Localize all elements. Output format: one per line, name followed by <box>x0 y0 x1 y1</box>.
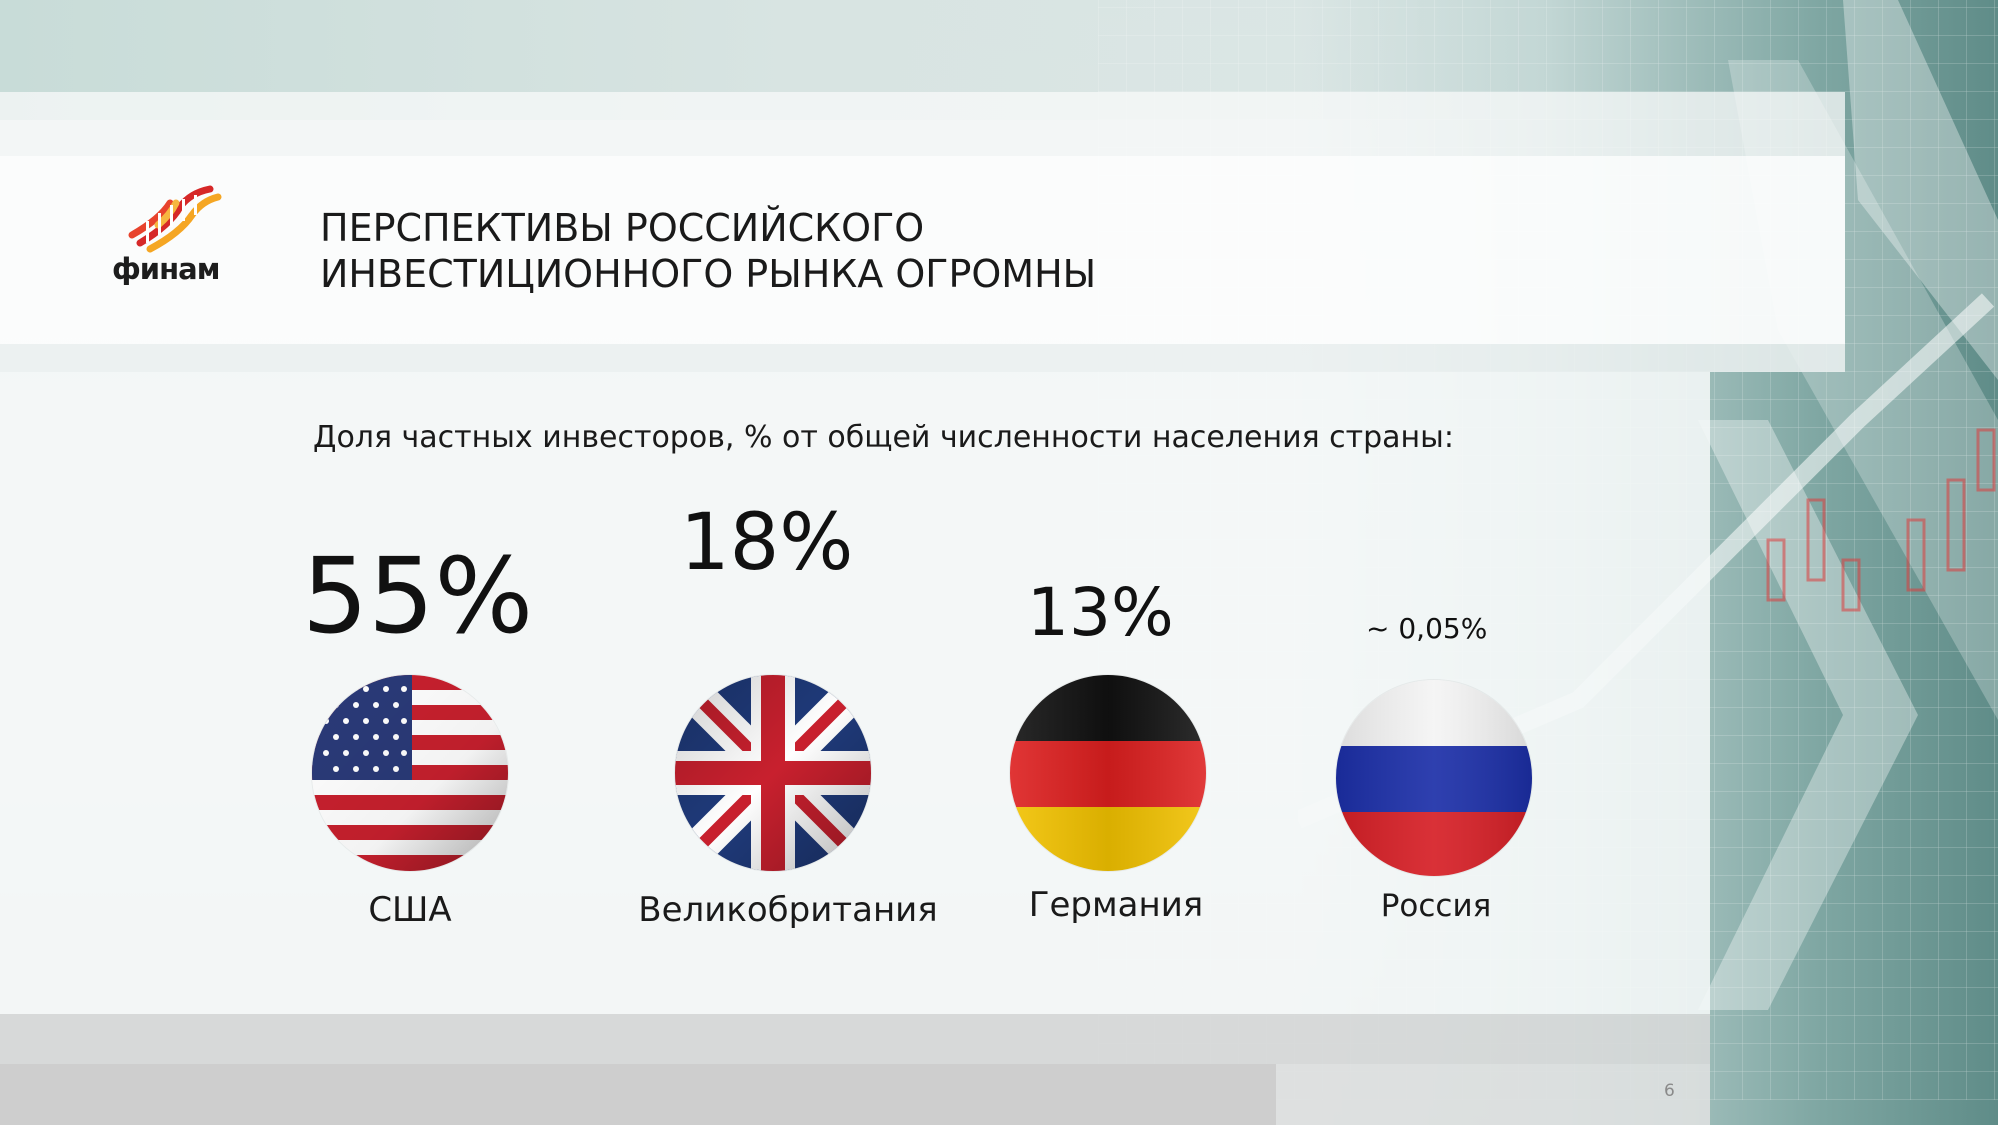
usa-flag-icon <box>312 675 508 871</box>
footer-band-dark <box>0 1064 1276 1125</box>
country-label-uk: Великобритания <box>638 890 938 930</box>
uk-flag-icon <box>675 675 871 871</box>
header-band-bottom <box>0 344 1845 372</box>
russia-flag-icon <box>1336 680 1532 876</box>
header-band <box>0 156 1845 344</box>
page-number: 6 <box>1664 1081 1675 1101</box>
usa-percentage: 55% <box>302 535 534 657</box>
footer-band <box>0 1014 1710 1064</box>
germany-percentage: 13% <box>1027 574 1174 651</box>
title-line-1: ПЕРСПЕКТИВЫ РОССИЙСКОГО <box>320 206 925 250</box>
title-line-2: ИНВЕСТИЦИОННОГО РЫНКА ОГРОМНЫ <box>320 252 1097 296</box>
logo-text: финам <box>112 252 220 286</box>
footer-band-right <box>1276 1064 1710 1125</box>
russia-percentage: ~ 0,05% <box>1366 612 1488 645</box>
page-title: ПЕРСПЕКТИВЫ РОССИЙСКОГО ИНВЕСТИЦИОННОГО … <box>320 205 1220 297</box>
country-label-usa: США <box>368 890 452 930</box>
header-band-top <box>0 92 1845 156</box>
country-label-germany: Германия <box>1028 885 1204 925</box>
country-label-russia: Россия <box>1380 888 1492 924</box>
germany-flag-icon <box>1010 675 1206 871</box>
subtitle: Доля частных инвесторов, % от общей числ… <box>313 420 1454 455</box>
finam-logo-icon <box>110 185 245 290</box>
uk-percentage: 18% <box>680 498 854 588</box>
